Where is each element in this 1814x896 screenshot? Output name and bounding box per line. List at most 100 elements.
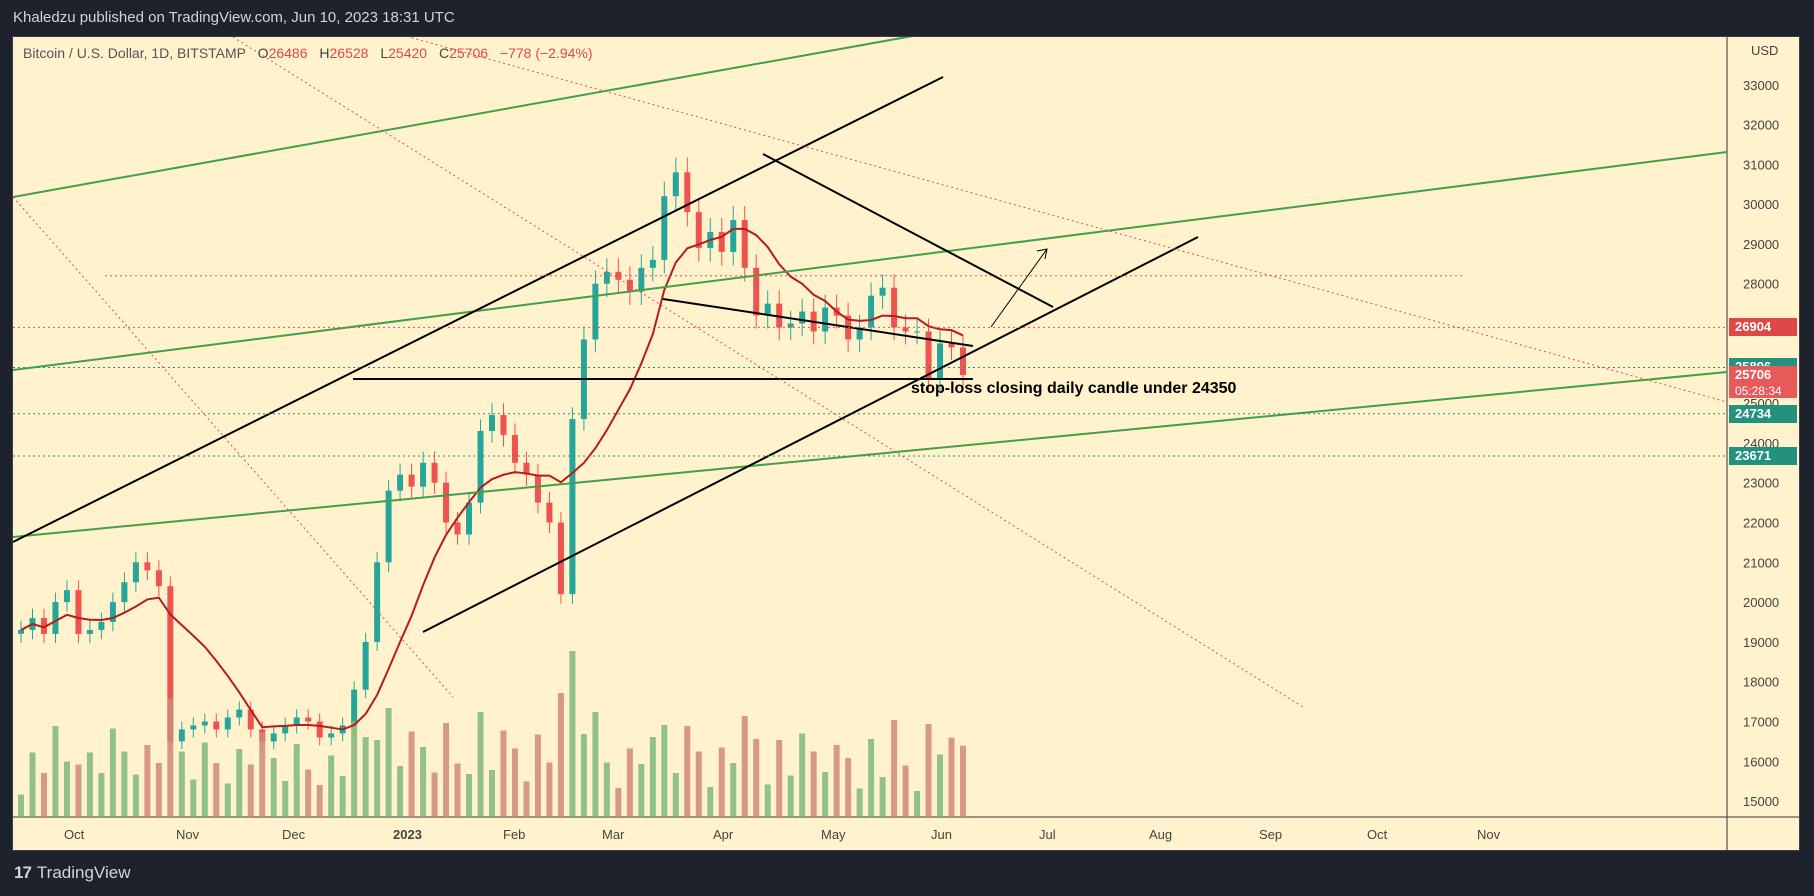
candle-body	[557, 522, 564, 595]
volume-bar	[98, 773, 105, 817]
y-tick-label: 30000	[1743, 197, 1779, 212]
candle-body	[328, 733, 335, 738]
volume-bar	[764, 784, 771, 817]
y-tick-label: 29000	[1743, 237, 1779, 252]
candle-body	[75, 590, 82, 634]
volume-bar	[420, 747, 427, 817]
volume-bar	[178, 751, 185, 817]
y-tick-label: 19000	[1743, 635, 1779, 650]
projection-arrow	[990, 248, 1048, 328]
candle-body	[63, 590, 70, 603]
open-value: 26486	[268, 45, 308, 61]
volume-bar	[603, 762, 610, 817]
dashed-diagonal-2	[232, 37, 1304, 708]
low-label: L	[380, 45, 389, 61]
y-tick-label: 18000	[1743, 675, 1779, 690]
publisher-text: Khaledzu published on TradingView.com, J…	[13, 9, 455, 26]
volume-bar	[730, 763, 737, 817]
candle-body	[420, 462, 427, 487]
candle-body	[190, 725, 197, 730]
volume-bar	[592, 712, 599, 817]
x-tick-label: May	[821, 827, 846, 842]
candle-body	[408, 474, 415, 487]
volume-bar	[132, 774, 139, 817]
candle-body	[672, 172, 679, 197]
volume-bar	[477, 712, 484, 817]
volume-bar	[557, 693, 564, 817]
candle-body	[661, 196, 668, 260]
candle-body	[546, 502, 553, 523]
volume-bar	[891, 720, 898, 817]
volume-bar	[672, 773, 679, 817]
candle-body	[649, 259, 656, 268]
brand-label: TradingView	[36, 863, 131, 882]
volume-bar	[856, 788, 863, 817]
volume-bar	[63, 761, 70, 817]
chart-area[interactable]: 15000 16000 17000 18000 19000 20000 21000 22000…	[12, 36, 1800, 851]
y-tick-label: 15000	[1743, 794, 1779, 809]
volume-bar	[580, 734, 587, 817]
volume-bar	[638, 764, 645, 817]
volume-bar	[718, 747, 725, 817]
y-tick-label: 17000	[1743, 714, 1779, 729]
symbol-legend: Bitcoin / U.S. Dollar, 1D, BITSTAMP O264…	[23, 45, 593, 61]
currency-label: USD	[1751, 43, 1779, 58]
change-value: −778 (−2.94%)	[499, 45, 593, 61]
x-tick-label: Apr	[713, 827, 734, 842]
volume-bar	[155, 763, 162, 817]
candle-body	[741, 220, 748, 268]
y-tick-label: 31000	[1743, 157, 1779, 172]
x-tick-label: Dec	[282, 827, 306, 842]
candle-body	[351, 689, 358, 726]
candle-body	[891, 287, 898, 328]
volume-bar	[902, 765, 909, 817]
x-tick-label: 2023	[393, 827, 422, 842]
x-tick-label: Jun	[931, 827, 952, 842]
volume-bar	[661, 725, 668, 817]
candle-body	[534, 474, 541, 503]
brand[interactable]: 17 TradingView	[14, 863, 130, 883]
candle-body	[201, 721, 208, 726]
volume-bar	[259, 732, 266, 817]
volume-bar	[500, 730, 507, 817]
candle-body	[799, 311, 806, 324]
candle-body	[615, 271, 622, 280]
triangle-lower	[662, 298, 974, 347]
volume-bar	[213, 763, 220, 817]
candle-body	[86, 629, 93, 634]
chart-svg[interactable]: 15000 16000 17000 18000 19000 20000 21000 22000…	[13, 37, 1800, 851]
volume-bar	[339, 776, 346, 817]
candle-body	[718, 232, 725, 252]
publisher-bar: Khaledzu published on TradingView.com, J…	[0, 0, 1814, 38]
candle-body	[454, 522, 461, 535]
volume-bar	[695, 751, 702, 817]
candle-body	[178, 729, 185, 742]
channel-middle-line	[13, 151, 1728, 371]
candle-body	[730, 220, 737, 252]
high-value: 26528	[329, 45, 369, 61]
candle-body	[925, 331, 932, 380]
candle-body	[18, 629, 24, 634]
volume-bar	[305, 769, 312, 817]
volume-bar	[443, 723, 450, 817]
volume-bar	[86, 752, 93, 817]
candle-body	[236, 709, 243, 718]
candle-body	[431, 462, 438, 483]
candle-body	[776, 303, 783, 328]
close-label: C	[438, 45, 450, 61]
volume-bar	[707, 787, 714, 817]
volume-bar	[626, 748, 633, 817]
candle-body	[902, 327, 909, 332]
candle-body	[466, 502, 473, 535]
volume-bar	[144, 745, 151, 817]
volume-bar	[948, 737, 955, 817]
footer-bar: 17 TradingView	[0, 852, 1814, 896]
volume-bar	[224, 783, 231, 817]
projection-arrowhead	[1036, 248, 1048, 260]
volume-bar	[833, 745, 840, 817]
dashed-diagonal-3	[407, 37, 1728, 403]
triangle-upper	[762, 153, 1054, 308]
volume-bar	[316, 785, 323, 817]
channel-lower-line	[13, 371, 1728, 538]
candle-body	[569, 419, 576, 595]
